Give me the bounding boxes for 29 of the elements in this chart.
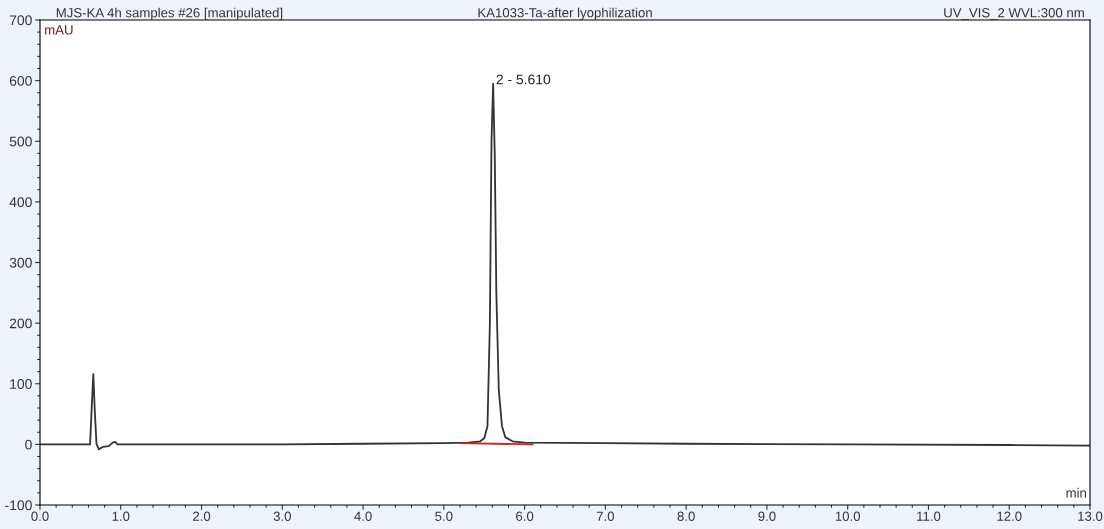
y-tick-label: 200 <box>9 318 32 329</box>
y-tick-label: 600 <box>9 75 32 86</box>
y-tick-label: 100 <box>10 379 32 389</box>
x-tick-label: 10.0 <box>835 511 861 521</box>
text: UV_VIS_2 WVL:300 nm <box>944 8 1084 20</box>
x-tick-label: 13.0 <box>1078 511 1103 521</box>
y-axis-title: mAU <box>45 25 73 35</box>
x-tick-label: 4.0 <box>354 511 372 521</box>
x-tick-label: 9.0 <box>758 511 776 521</box>
annotation: MJS-KA 4h samples #26 [manipulated] <box>56 7 283 20</box>
x-axis-title: min <box>1066 487 1086 498</box>
y-tick-label: -100 <box>5 500 32 511</box>
chart-title: KA1033-Ta-after lyophilization <box>478 7 652 20</box>
annotation: 2 - 5.610 <box>496 74 551 85</box>
x-tick-label: 8.0 <box>677 511 695 521</box>
x-tick-label: 11.0 <box>917 511 941 521</box>
x-tick-label: 6.0 <box>516 511 534 521</box>
x-tick-label: 2.0 <box>193 511 211 521</box>
x-tick-label: 5.0 <box>435 511 453 521</box>
x-tick-label: 0.0 <box>31 511 49 521</box>
y-tick-label: 700 <box>9 15 32 26</box>
x-tick-label: 12.0 <box>997 511 1022 521</box>
x-tick-label: 7.0 <box>596 511 615 521</box>
x-tick-label: 1.0 <box>112 511 130 521</box>
y-tick-label: 0 <box>25 439 32 450</box>
y-tick-label: 400 <box>9 197 32 208</box>
y-tick-label: 300 <box>9 257 32 268</box>
x-tick-label: 3.0 <box>273 511 291 521</box>
y-tick-label: 500 <box>9 136 32 147</box>
